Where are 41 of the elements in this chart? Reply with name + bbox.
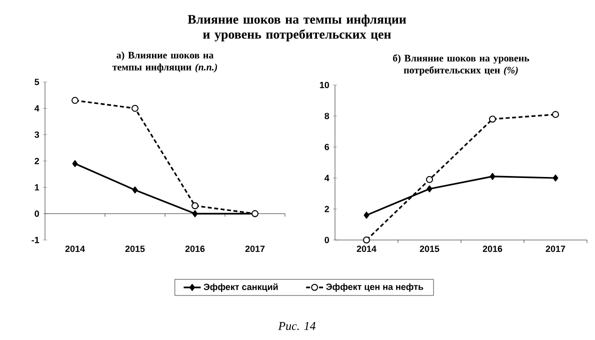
x-tick-label: 2016: [185, 246, 205, 252]
point: [489, 116, 496, 123]
point: [192, 202, 199, 210]
y-tick-label: 4: [34, 105, 40, 112]
point: [552, 174, 558, 182]
x-tick-label: 2015: [420, 246, 440, 252]
y-tick-label: -1: [32, 236, 40, 244]
point: [426, 185, 432, 192]
y-tick-label: 4: [324, 174, 330, 182]
y-tick-label: 2: [324, 206, 329, 212]
text: Рис. 14: [278, 322, 316, 330]
point: [132, 104, 139, 112]
chart-title: а) Влияние шоков на темпы инфляции (п.п.): [112, 52, 218, 73]
text: Влияние шоков на темпы инфляции и уровень потребительских цен: [188, 14, 406, 42]
point: [426, 176, 434, 184]
y-tick-label: 8: [324, 112, 330, 120]
legend-label: Эффект санкций: [204, 283, 278, 292]
legend-label: Эффект цен на нефть: [326, 283, 424, 292]
x-tick-label: 2014: [356, 246, 376, 252]
y-tick-label: 0: [34, 210, 39, 217]
x-tick-label: 2015: [125, 246, 145, 252]
y-tick-label: 3: [34, 131, 40, 138]
x-tick-label: 2017: [546, 246, 566, 252]
point: [364, 212, 370, 219]
y-tick-label: 10: [320, 82, 329, 88]
point: [132, 186, 138, 194]
x-tick-label: 2014: [65, 246, 85, 252]
y-tick-label: 1: [34, 184, 40, 190]
y-tick-label: 0: [324, 236, 329, 244]
point: [363, 236, 370, 244]
y-tick-label: 2: [34, 158, 39, 164]
chart-title: б) Влияние шоков на уровень потребительских цен (%): [393, 54, 530, 76]
point: [490, 172, 496, 180]
x-tick-label: 2017: [245, 246, 265, 252]
point: [552, 110, 560, 118]
x-tick-label: 2016: [482, 246, 502, 252]
point: [192, 210, 198, 218]
point: [72, 96, 79, 104]
y-tick-label: 5: [34, 78, 40, 86]
y-tick-label: 6: [324, 144, 330, 150]
point: [72, 160, 78, 168]
